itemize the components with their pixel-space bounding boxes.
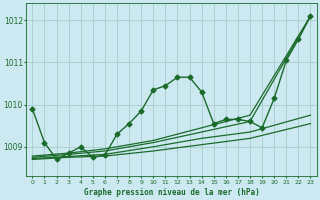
X-axis label: Graphe pression niveau de la mer (hPa): Graphe pression niveau de la mer (hPa)	[84, 188, 259, 197]
